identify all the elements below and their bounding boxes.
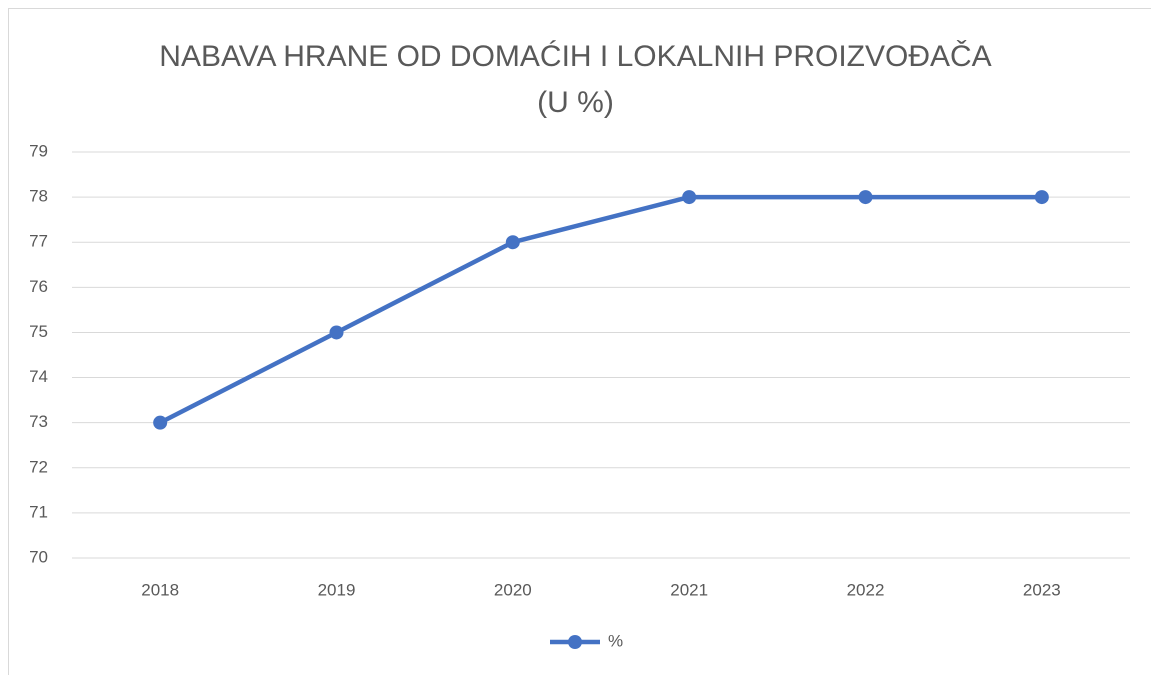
data-point bbox=[329, 325, 344, 340]
y-tick-label: 73 bbox=[29, 412, 48, 431]
y-tick-label: 78 bbox=[29, 187, 48, 206]
data-point bbox=[682, 190, 697, 205]
data-point bbox=[858, 190, 873, 205]
y-tick-label: 70 bbox=[29, 547, 48, 566]
y-tick-label: 72 bbox=[29, 457, 48, 476]
y-tick-label: 75 bbox=[29, 322, 48, 341]
x-tick-label: 2022 bbox=[847, 580, 885, 599]
chart-border bbox=[8, 8, 1151, 675]
series-line bbox=[157, 194, 1045, 425]
y-tick-label: 76 bbox=[29, 277, 48, 296]
data-point bbox=[153, 415, 168, 430]
data-point bbox=[1034, 190, 1049, 205]
y-tick-label: 77 bbox=[29, 232, 48, 251]
y-tick-label: 79 bbox=[29, 141, 48, 160]
legend-label: % bbox=[608, 631, 623, 650]
x-tick-label: 2023 bbox=[1023, 580, 1061, 599]
legend-marker bbox=[568, 635, 582, 649]
y-tick-label: 74 bbox=[29, 367, 48, 386]
x-tick-label: 2021 bbox=[670, 580, 708, 599]
x-tick-label: 2020 bbox=[494, 580, 532, 599]
y-tick-label: 71 bbox=[29, 502, 48, 521]
x-tick-label: 2018 bbox=[141, 580, 179, 599]
x-tick-label: 2019 bbox=[318, 580, 356, 599]
data-point bbox=[505, 235, 520, 250]
